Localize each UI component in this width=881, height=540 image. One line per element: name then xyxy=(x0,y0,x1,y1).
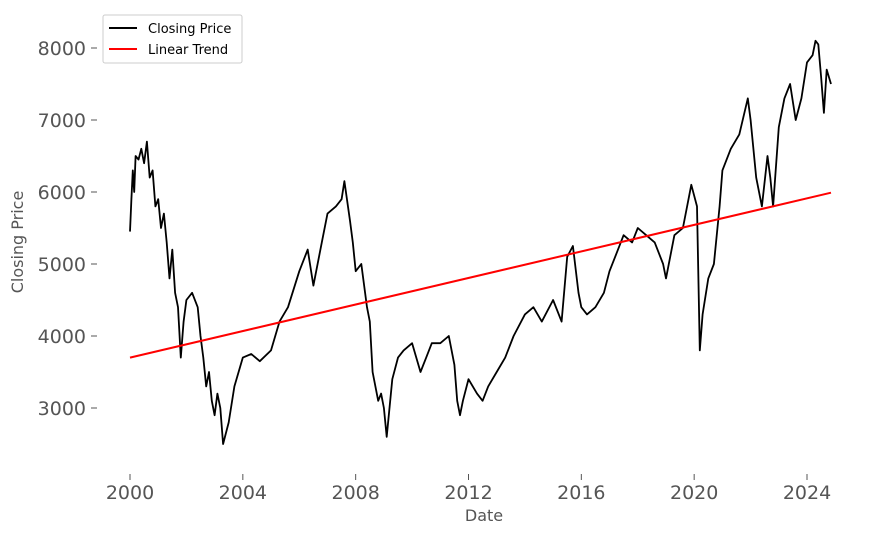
y-axis-title: Closing Price xyxy=(8,191,27,294)
x-tick-label: 2020 xyxy=(670,482,718,504)
legend-label-linear-trend: Linear Trend xyxy=(148,43,228,58)
x-tick-label: 2012 xyxy=(444,482,492,504)
y-tick-label: 7000 xyxy=(38,110,86,132)
legend-frame xyxy=(102,14,243,64)
y-axis: 3000 4000 5000 6000 7000 8000 xyxy=(38,38,97,420)
x-axis-title: Date xyxy=(465,506,503,525)
x-tick-label: 2008 xyxy=(331,482,379,504)
legend-label-closing-price: Closing Price xyxy=(148,22,231,37)
x-axis: 2000 2004 2008 2012 2016 2020 2024 xyxy=(106,474,831,504)
series-layer xyxy=(129,39,832,445)
series-line-linear-trend xyxy=(129,191,832,359)
y-tick-label: 4000 xyxy=(38,326,86,348)
y-tick-label: 6000 xyxy=(38,182,86,204)
series-line-closing-price xyxy=(129,39,832,445)
y-tick-label: 8000 xyxy=(38,38,86,60)
x-tick-label: 2000 xyxy=(106,482,154,504)
y-tick-label: 5000 xyxy=(38,254,86,276)
x-tick-label: 2024 xyxy=(783,482,831,504)
x-tick-label: 2016 xyxy=(557,482,605,504)
legend: Closing Price Linear Trend xyxy=(102,14,243,64)
x-tick-label: 2004 xyxy=(219,482,267,504)
y-tick-label: 3000 xyxy=(38,398,86,420)
